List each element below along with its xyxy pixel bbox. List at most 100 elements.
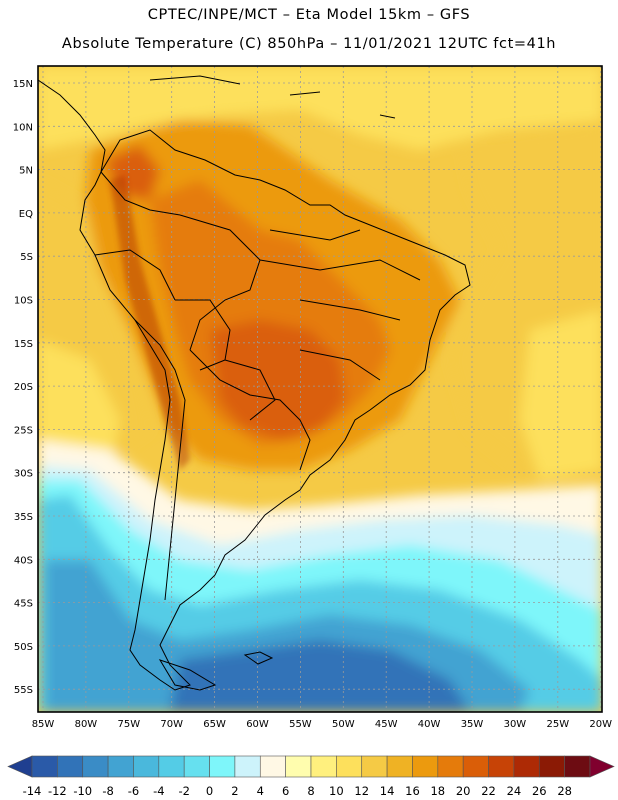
lat-label: 20S: [14, 382, 33, 393]
lon-label: 70W: [160, 719, 183, 730]
lon-label: 85W: [32, 719, 55, 730]
colorbar-tick-label: -10: [73, 784, 92, 798]
title-line-1: CPTEC/INPE/MCT – Eta Model 15km – GFS: [147, 7, 471, 23]
colorbar-swatch: [488, 755, 515, 778]
lat-label: 5S: [20, 252, 33, 263]
colorbar-tick-label: -8: [102, 784, 113, 798]
lon-label: 40W: [418, 719, 441, 730]
lon-label: 75W: [117, 719, 140, 730]
border-andes: [134, 319, 186, 601]
colorbar-max-arrow: [589, 755, 615, 778]
border-brazil-west: [179, 214, 261, 351]
lon-label: 60W: [246, 719, 269, 730]
latitude-labels: 15N 10N 5N EQ 5S 10S 15S 20S 25S 30S 35S 40S 45S 50S 5…: [13, 79, 33, 696]
colorbar-tick-label: -6: [128, 784, 139, 798]
lat-label: 40S: [14, 555, 33, 566]
border-peru: [94, 249, 176, 301]
colorbar-swatch: [285, 755, 312, 778]
lat-label: 10N: [13, 122, 33, 133]
field-andes-streak: [110, 175, 190, 470]
border-brazil-south: [189, 349, 311, 471]
lat-label: 15N: [13, 79, 33, 90]
colorbar-swatch: [310, 755, 337, 778]
lat-label: 25S: [14, 425, 33, 436]
colorbar-tick-label: -12: [48, 784, 67, 798]
lat-label: 10S: [14, 296, 33, 307]
lon-label: 65W: [203, 719, 226, 730]
colorbar-swatch: [386, 755, 413, 778]
colorbar-tick-label: 26: [532, 784, 547, 798]
colorbar-tick-label: 28: [557, 784, 572, 798]
lon-label: 45W: [375, 719, 398, 730]
lon-label: 50W: [332, 719, 355, 730]
colorbar-min-arrow: [7, 755, 33, 778]
colorbar-swatch: [361, 755, 388, 778]
colorbar-swatch: [57, 755, 84, 778]
colorbar-tick-label: 12: [354, 784, 369, 798]
colorbar-tick-label: 4: [257, 784, 264, 798]
colorbar-swatch: [31, 755, 58, 778]
lat-label: 45S: [14, 599, 33, 610]
colorbar-swatch: [564, 755, 591, 778]
colorbar-swatch: [437, 755, 464, 778]
colorbar-swatch: [107, 755, 134, 778]
colorbar-tick-label: -2: [178, 784, 189, 798]
caribbean-islands: [149, 75, 396, 119]
field-north-yellow: [38, 66, 602, 150]
colorbar-swatch: [234, 755, 261, 778]
colorbar-swatch: [158, 755, 185, 778]
lat-label: 35S: [14, 512, 33, 523]
title-line-2: Absolute Temperature (C) 850hPa – 11/01/…: [61, 36, 557, 52]
graticule: [38, 66, 602, 712]
longitude-labels: 85W 80W 75W 70W 65W 60W 55W 50W 45W 40W 35W 30W 25W 2…: [32, 719, 612, 730]
lon-label: 25W: [546, 719, 569, 730]
colorbar-swatch: [538, 755, 565, 778]
field-core-red: [210, 320, 345, 440]
colorbar-swatch: [183, 755, 210, 778]
south-america-coastline: [79, 129, 471, 691]
central-america: [38, 79, 106, 173]
colorbar-swatch: [412, 755, 439, 778]
border-colombia: [100, 171, 181, 216]
colorbar-tick-label: 20: [456, 784, 471, 798]
tierra-del-fuego: [158, 659, 217, 691]
coastlines-and-borders: [38, 75, 471, 691]
colorbar-swatch: [133, 755, 160, 778]
lon-label: 20W: [589, 719, 612, 730]
colorbar: [7, 755, 615, 778]
temperature-field: [38, 66, 602, 712]
lon-label: 55W: [289, 719, 312, 730]
lat-label: 15S: [14, 339, 33, 350]
colorbar-tick-labels: -14 -12 -10 -8 -6 -4 -2 0 2 4 6 8 10 12 14 16 18 20 22 24 26…: [23, 784, 572, 798]
colorbar-swatch: [82, 755, 109, 778]
colorbar-tick-label: 10: [329, 784, 344, 798]
colorbar-tick-label: 22: [481, 784, 496, 798]
field-pacific-yellow: [38, 340, 120, 470]
colorbar-tick-label: -14: [23, 784, 42, 798]
colorbar-tick-label: 18: [430, 784, 445, 798]
lon-label: 80W: [75, 719, 98, 730]
lat-label: 5N: [19, 166, 33, 177]
colorbar-tick-label: 16: [405, 784, 420, 798]
border-bolivia: [175, 299, 231, 371]
lat-label: 30S: [14, 469, 33, 480]
colorbar-tick-label: 24: [507, 784, 522, 798]
colorbar-swatch: [513, 755, 540, 778]
colorbar-tick-label: -4: [153, 784, 164, 798]
falkland-islands: [243, 651, 274, 665]
lat-label: 55S: [14, 685, 33, 696]
colorbar-swatch: [336, 755, 363, 778]
colorbar-tick-label: 6: [282, 784, 289, 798]
colorbar-tick-label: 14: [380, 784, 395, 798]
colorbar-swatch: [209, 755, 236, 778]
lat-label: EQ: [19, 209, 33, 220]
colorbar-tick-label: 0: [206, 784, 213, 798]
field-atlantic-yellow: [520, 310, 602, 480]
field-south-deep-blue: [170, 640, 470, 712]
colorbar-swatch: [259, 755, 286, 778]
colorbar-swatch: [462, 755, 489, 778]
colorbar-tick-label: 2: [231, 784, 238, 798]
colorbar-tick-label: 8: [307, 784, 314, 798]
lon-label: 30W: [504, 719, 527, 730]
states-brazil: [259, 229, 421, 381]
